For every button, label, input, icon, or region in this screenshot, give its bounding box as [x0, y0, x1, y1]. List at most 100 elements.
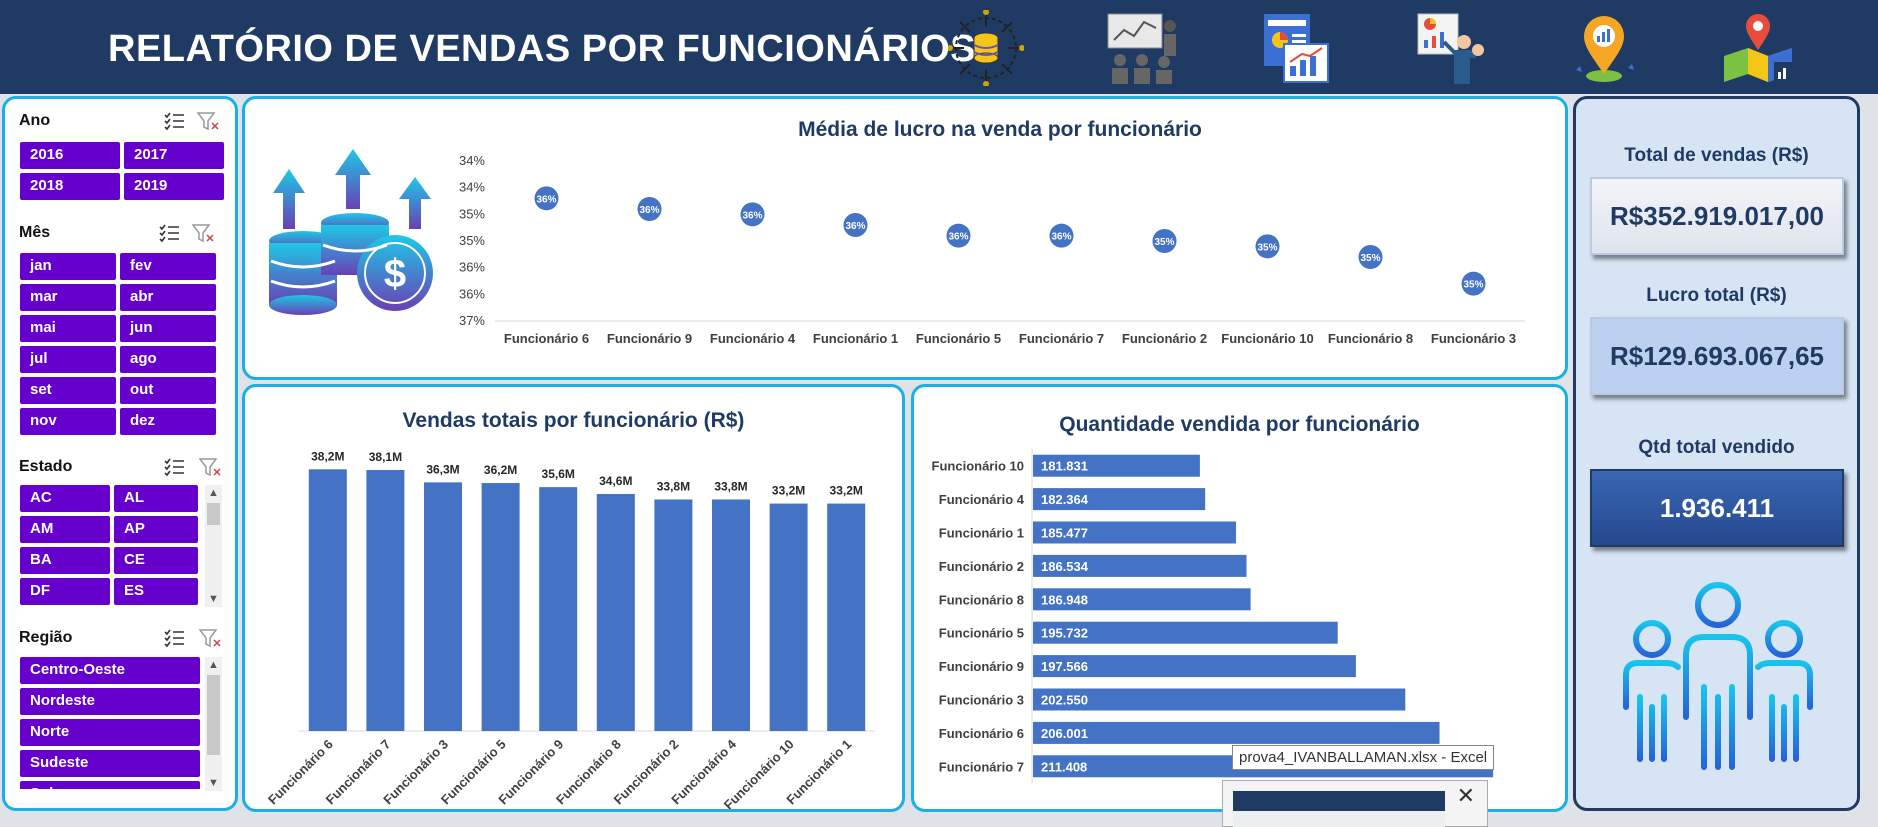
chart-title: Média de lucro na venda por funcionário: [798, 118, 1202, 141]
data-label: 38,2M: [311, 449, 344, 463]
slicer-mes-item[interactable]: fev: [120, 253, 216, 280]
data-label: 35%: [1257, 242, 1277, 253]
slicer-ano-item[interactable]: 2019: [124, 173, 224, 200]
multi-select-icon[interactable]: [163, 457, 185, 477]
multi-select-icon[interactable]: [163, 111, 185, 131]
bar: [424, 482, 462, 731]
data-label: 211.408: [1041, 759, 1087, 774]
svg-text:$: $: [384, 252, 406, 296]
y-tick-label: Funcionário 10: [932, 459, 1024, 474]
header-bar: RELATÓRIO DE VENDAS POR FUNCIONÁRIOS: [0, 0, 1878, 94]
slicers-panel: Ano 2016 2017 2018 2019 Mês jan fev mar …: [2, 96, 238, 811]
slicer-mes-item[interactable]: jan: [20, 253, 116, 280]
slicer-regiao-item[interactable]: Centro-Oeste: [20, 657, 200, 684]
multi-select-icon[interactable]: [163, 628, 185, 648]
y-tick-label: 37%: [459, 313, 485, 328]
bar: [1033, 688, 1406, 711]
slicer-regiao-scrollbar[interactable]: ▲ ▼: [205, 657, 222, 791]
multi-select-icon[interactable]: [158, 223, 180, 243]
taskbar-tooltip: prova4_IVANBALLAMAN.xlsx - Excel: [1232, 745, 1495, 770]
slicer-estado-item[interactable]: BA: [20, 547, 110, 574]
slicer-mes-item[interactable]: set: [20, 377, 116, 404]
slicer-estado-item[interactable]: AM: [20, 516, 110, 543]
slicer-regiao-item[interactable]: Norte: [20, 719, 200, 746]
bar: [1033, 621, 1338, 644]
close-icon[interactable]: ✕: [1456, 783, 1475, 808]
slicer-mes-item[interactable]: jul: [20, 346, 116, 373]
clear-filter-icon[interactable]: [197, 111, 219, 131]
location-pin-chart-icon: [1576, 16, 1634, 82]
slicer-estado-item[interactable]: CE: [114, 547, 198, 574]
money-growth-icon: $: [269, 149, 433, 315]
bar: [1033, 588, 1251, 611]
data-label: 36%: [536, 194, 556, 205]
slicer-ano-title: Ano: [19, 112, 51, 129]
x-tick-label: Funcionário 9: [607, 331, 692, 346]
x-tick-label: Funcionário 8: [1328, 331, 1413, 346]
scroll-thumb[interactable]: [207, 503, 220, 525]
y-tick-label: Funcionário 9: [939, 659, 1024, 674]
data-label: 33,8M: [657, 479, 690, 493]
kpi-lucro-value: R$129.693.067,65: [1590, 317, 1844, 395]
scatter-point: [637, 197, 662, 221]
slicer-regiao-item[interactable]: Nordeste: [20, 688, 200, 715]
slicer-regiao-item[interactable]: Sudeste: [20, 750, 200, 777]
data-label: 33,2M: [830, 484, 863, 498]
clear-filter-icon[interactable]: [192, 223, 214, 243]
slicer-ano-item[interactable]: 2018: [20, 173, 120, 200]
scroll-up-icon[interactable]: ▲: [208, 487, 219, 499]
x-tick-label: Funcionário 10: [1221, 331, 1313, 346]
data-label: 35%: [1360, 253, 1380, 264]
slicer-mes-item[interactable]: dez: [120, 408, 216, 435]
x-tick-label: Funcionário 5: [916, 331, 1001, 346]
taskbar-preview-window[interactable]: ✕: [1222, 780, 1488, 827]
slicer-mes-item[interactable]: mai: [20, 315, 116, 342]
scatter-point: [1255, 234, 1280, 259]
y-tick-label: Funcionário 7: [939, 759, 1024, 774]
clear-filter-icon[interactable]: [199, 628, 221, 648]
bar: [769, 503, 808, 731]
y-tick-label: Funcionário 3: [939, 693, 1024, 708]
scroll-thumb[interactable]: [207, 675, 220, 755]
presenter-board-icon: [1417, 13, 1486, 84]
slicer-estado-item[interactable]: AL: [114, 485, 198, 512]
slicer-mes-item[interactable]: mar: [20, 284, 116, 311]
scroll-down-icon[interactable]: ▼: [208, 593, 219, 605]
slicer-mes-item[interactable]: abr: [120, 284, 216, 311]
slicer-mes-item[interactable]: nov: [20, 408, 116, 435]
slicer-mes-item[interactable]: out: [120, 377, 216, 404]
bar: [654, 499, 693, 731]
slicer-estado-item[interactable]: AC: [20, 485, 110, 512]
scroll-down-icon[interactable]: ▼: [208, 777, 219, 789]
y-tick-label: 36%: [459, 260, 485, 275]
scatter-point: [843, 213, 868, 237]
slicer-regiao-item[interactable]: Sul: [20, 781, 200, 789]
y-tick-label: Funcionário 5: [939, 626, 1024, 641]
slicer-estado-item[interactable]: DF: [20, 578, 110, 605]
data-label: 206.001: [1041, 726, 1088, 741]
slicer-mes-item[interactable]: jun: [120, 315, 216, 342]
slicer-ano-item[interactable]: 2016: [20, 142, 120, 169]
slicer-ano-item[interactable]: 2017: [124, 142, 224, 169]
slicer-estado-item[interactable]: AP: [114, 516, 198, 543]
team-people-icon: [1623, 582, 1813, 770]
slicer-mes-item[interactable]: ago: [120, 346, 216, 373]
slicer-estado-item[interactable]: ES: [114, 578, 198, 605]
y-tick-label: 35%: [459, 206, 485, 221]
scroll-up-icon[interactable]: ▲: [208, 659, 219, 671]
data-label: 34,6M: [599, 474, 632, 488]
y-tick-label: Funcionário 1: [939, 526, 1024, 541]
x-tick-label: Funcionário 1: [813, 331, 898, 346]
x-tick-label: Funcionário 7: [1019, 331, 1104, 346]
data-label: 36%: [845, 221, 865, 232]
slicer-estado-scrollbar[interactable]: ▲ ▼: [205, 485, 222, 607]
kpi-vendas-value: R$352.919.017,00: [1590, 177, 1844, 255]
clear-filter-icon[interactable]: [199, 457, 221, 477]
kpi-lucro-label: Lucro total (R$): [1646, 285, 1787, 306]
x-tick-label: Funcionário 6: [504, 331, 589, 346]
slicer-estado-title: Estado: [19, 458, 73, 475]
bar: [308, 469, 347, 731]
slicer-mes-title: Mês: [19, 224, 51, 241]
scatter-point: [1152, 229, 1177, 253]
